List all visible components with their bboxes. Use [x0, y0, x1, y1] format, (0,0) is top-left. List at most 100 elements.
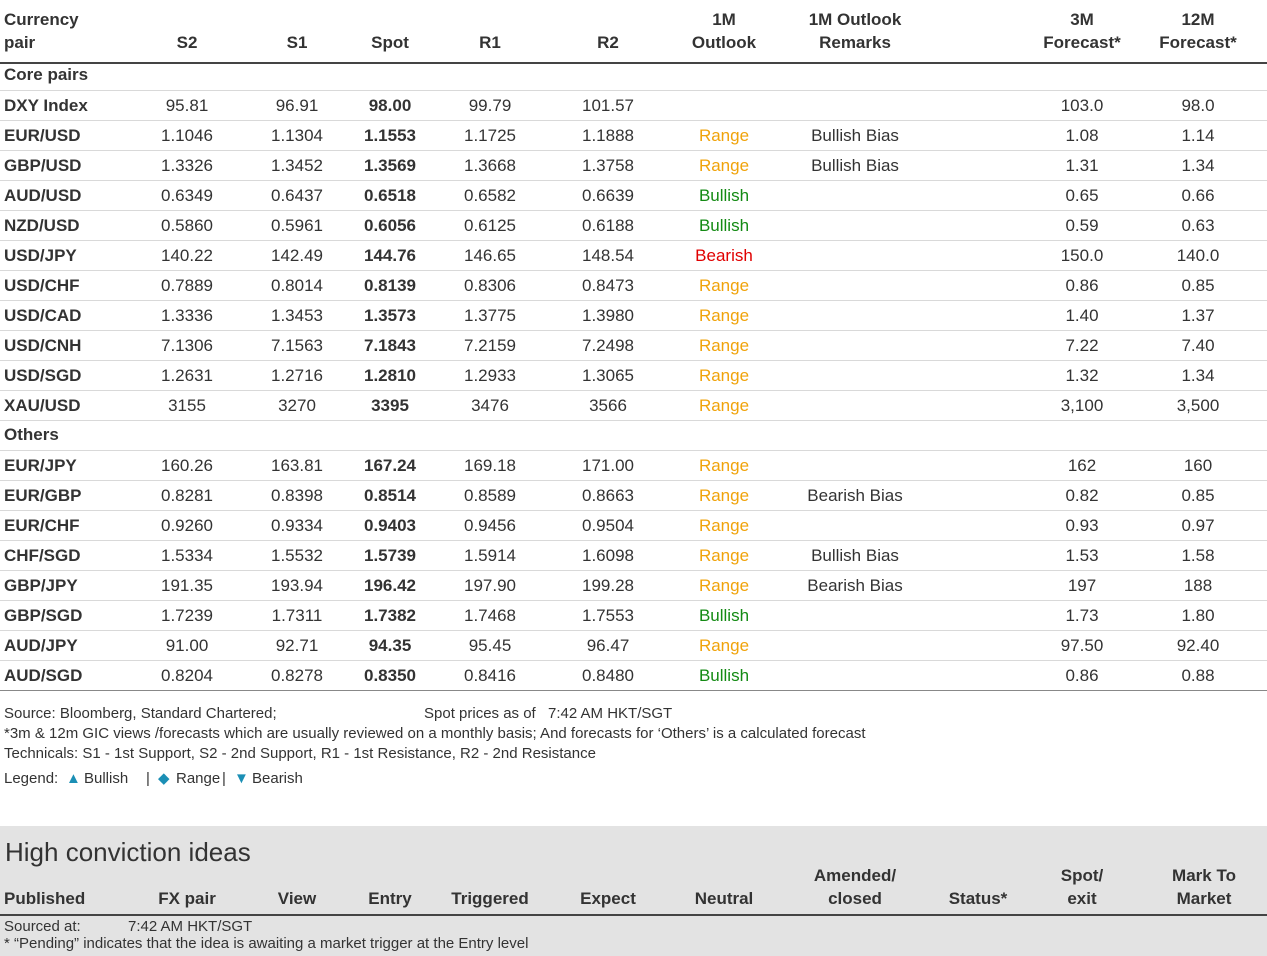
rule	[0, 630, 1267, 631]
cell: 91.00	[165, 636, 209, 655]
outlook: Range	[698, 306, 750, 325]
cell: 146.65	[464, 246, 516, 265]
cell: 1.34	[1181, 366, 1215, 385]
cell: 0.6639	[582, 186, 634, 205]
column-header: Mark To	[1172, 866, 1236, 885]
cell: 0.8204	[161, 666, 213, 685]
cell: 101.57	[582, 96, 634, 115]
rule	[0, 570, 1267, 571]
cell: 1.5334	[161, 546, 213, 565]
cell: 188	[1183, 576, 1213, 595]
column-header: Entry	[368, 889, 412, 908]
cell: 1.1553	[364, 126, 416, 145]
cell: 0.6125	[464, 216, 516, 235]
cell: 160	[1183, 456, 1213, 475]
column-header: exit	[1067, 889, 1097, 908]
cell: 0.65	[1065, 186, 1099, 205]
cell: 1.58	[1181, 546, 1215, 565]
cell: 1.1304	[271, 126, 323, 145]
cell: 0.59	[1065, 216, 1099, 235]
rule	[0, 330, 1267, 331]
column-header: Forecast*	[1043, 33, 1121, 52]
cell: 1.53	[1065, 546, 1099, 565]
cell: 0.9456	[464, 516, 516, 535]
pair: CHF/SGD	[4, 546, 81, 565]
cell: 0.9260	[161, 516, 213, 535]
column-header: S2	[176, 33, 198, 52]
cell: 1.7382	[364, 606, 416, 625]
cell: 1.73	[1065, 606, 1099, 625]
outlook: Range	[698, 126, 750, 145]
cell: 148.54	[582, 246, 634, 265]
outlook: Bullish	[698, 606, 750, 625]
cell: 94.35	[368, 636, 412, 655]
cell: 1.3336	[161, 306, 213, 325]
rule	[0, 90, 1267, 91]
cell: 1.3569	[364, 156, 416, 175]
cell: 199.28	[582, 576, 634, 595]
pair: NZD/USD	[4, 216, 80, 235]
cell: 7.2159	[464, 336, 516, 355]
cell: 0.6582	[464, 186, 516, 205]
column-header: Forecast*	[1159, 33, 1237, 52]
rule	[0, 690, 1267, 691]
outlook: Range	[698, 156, 750, 175]
cell: 98.00	[368, 96, 412, 115]
cell: Bullish Bias	[811, 126, 899, 145]
pair: GBP/USD	[4, 156, 82, 175]
rule	[0, 120, 1267, 121]
cell: 1.6098	[582, 546, 634, 565]
cell: 1.7311	[271, 606, 323, 625]
cell: 1.1725	[464, 126, 516, 145]
column-header: Outlook	[691, 33, 757, 52]
legend-symbol: ▲	[66, 769, 81, 787]
pair: USD/CAD	[4, 306, 82, 325]
cell: 193.94	[271, 576, 323, 595]
rule	[0, 62, 1267, 64]
cell: 0.8473	[582, 276, 634, 295]
column-header: Remarks	[819, 33, 891, 52]
pair: AUD/JPY	[4, 636, 78, 655]
cell: 142.49	[271, 246, 323, 265]
cell: 0.9403	[364, 516, 416, 535]
cell: 0.97	[1181, 516, 1215, 535]
cell: 0.88	[1181, 666, 1215, 685]
column-header: 1M	[712, 10, 736, 29]
cell: 3566	[589, 396, 627, 415]
cell: 0.8514	[364, 486, 416, 505]
cell: 1.2631	[161, 366, 213, 385]
column-header: R2	[597, 33, 619, 52]
rule	[0, 600, 1267, 601]
cell: 0.5961	[271, 216, 323, 235]
cell: 0.8139	[364, 276, 416, 295]
cell: Bullish Bias	[811, 156, 899, 175]
cell: 0.8663	[582, 486, 634, 505]
cell: 7.22	[1065, 336, 1099, 355]
cell: 0.6188	[582, 216, 634, 235]
cell: 96.47	[586, 636, 630, 655]
cell: 163.81	[271, 456, 323, 475]
cell: 97.50	[1060, 636, 1104, 655]
cell: Bullish Bias	[811, 546, 899, 565]
outlook: Range	[698, 336, 750, 355]
section-title: Others	[4, 425, 59, 444]
pair: AUD/SGD	[4, 666, 83, 685]
cell: 95.45	[468, 636, 512, 655]
column-header: S1	[286, 33, 308, 52]
rule	[0, 270, 1267, 271]
cell: 95.81	[165, 96, 209, 115]
ideas-title: High conviction ideas	[5, 837, 251, 867]
cell: 0.8014	[271, 276, 323, 295]
column-header: Spot	[371, 33, 409, 52]
cell: 0.85	[1181, 486, 1215, 505]
cell: 92.71	[275, 636, 319, 655]
cell: 0.8589	[464, 486, 516, 505]
cell: 1.3980	[582, 306, 634, 325]
legend-label: Legend:	[4, 769, 59, 787]
cell: 0.8416	[464, 666, 516, 685]
cell: 92.40	[1176, 636, 1220, 655]
legend-symbol: ◆	[158, 769, 170, 787]
cell: 1.5914	[464, 546, 516, 565]
legend-separator: |	[222, 769, 226, 787]
